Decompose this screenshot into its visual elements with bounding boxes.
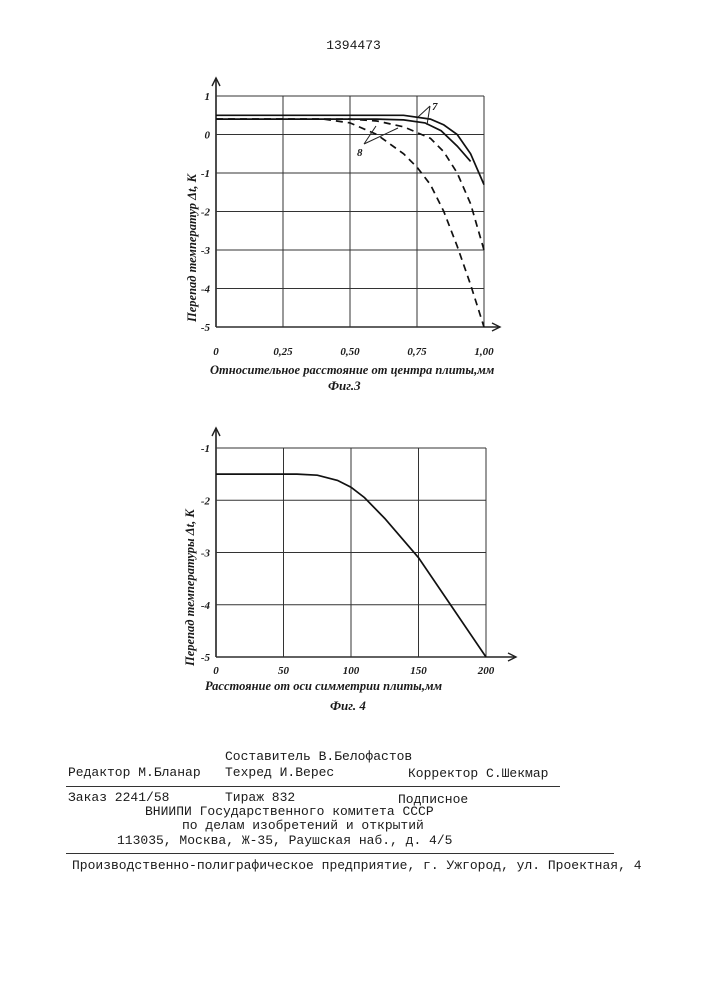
fig3-x-tick: 0,25 [273,346,293,358]
tirazh: Тираж 832 [225,790,295,805]
fig3-caption: Фиг.3 [328,378,361,393]
fig4-x-tick: 0 [213,665,219,677]
fig4-x-tick: 100 [343,665,360,677]
compiler: Составитель В.Белофастов [225,749,412,764]
address: 113035, Москва, Ж-35, Раушская наб., д. … [117,833,452,848]
fig4-y-tick: -1 [201,443,210,455]
curve-label-7: 7 [432,101,438,113]
fig4-ylabel: Перепад температуры Δt, K [183,508,197,667]
fig3-x-tick: 0,75 [407,346,427,358]
fig3-ylabel: Перепад температур Δt, K [185,172,199,323]
fig4-y-tick: -2 [201,495,211,507]
fig4-y-tick: -3 [201,548,211,560]
org-line-1: ВНИИПИ Государственного комитета СССР [145,804,434,819]
fig3-y-tick: -2 [201,207,211,219]
fig4-x-tick: 50 [278,665,290,677]
footer-divider-bottom [66,853,614,854]
fig4-x-tick: 150 [410,665,427,677]
printer: Производственно-полиграфическое предприя… [72,858,642,873]
fig3-y-tick: -3 [201,245,211,257]
fig3-xlabel: Относительное расстояние от центра плиты… [210,363,495,377]
editor: Редактор М.Бланар [68,765,201,780]
fig3-y-tick: -1 [201,168,210,180]
techred: Техред И.Верес [225,765,334,780]
curve-label-8: 8 [357,147,363,159]
fig3-y-tick: 1 [205,91,211,103]
fig4-xlabel: Расстояние от оси симметрии плиты,мм [205,679,443,693]
fig3-y-tick: -4 [201,284,211,296]
fig4-caption: Фиг. 4 [330,698,366,713]
fig3-y-tick: 0 [205,130,211,142]
fig4-y-tick: -5 [201,652,211,664]
fig3-x-tick: 1,00 [474,346,494,358]
fig3-y-tick: -5 [201,322,211,334]
fig3-x-tick: 0,50 [340,346,360,358]
fig3-x-tick: 0 [213,346,219,358]
fig4-x-tick: 200 [477,665,495,677]
order: Заказ 2241/58 [68,790,169,805]
footer-divider-top [66,786,560,787]
fig4-y-tick: -4 [201,600,211,612]
corrector: Корректор С.Шекмар [408,766,548,781]
org-line-2: по делам изобретений и открытий [182,818,424,833]
